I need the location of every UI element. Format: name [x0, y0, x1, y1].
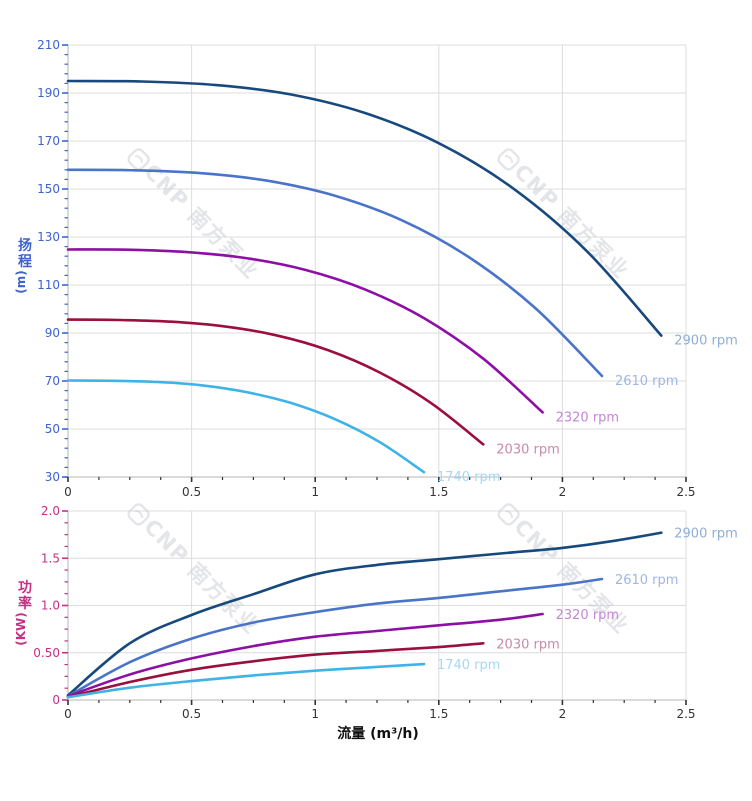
x-tick-label: 0 [64, 707, 72, 721]
curve-2900rpm [66, 531, 663, 697]
y-axis-unit-power: (KW) [14, 612, 28, 646]
curve-1740rpm [66, 379, 426, 474]
curve-2320rpm [66, 612, 544, 698]
curve-2030rpm [66, 318, 485, 446]
y-tick-label: 50 [45, 422, 60, 436]
curve-label-2320rpm: 2320 rpm [556, 410, 619, 425]
y-tick-label: 1.5 [41, 551, 60, 565]
y-tick-label: 150 [37, 182, 60, 196]
curve-label-2610rpm: 2610 rpm [615, 374, 678, 389]
curve-2610rpm [66, 168, 604, 378]
curve-2030rpm [66, 642, 485, 699]
y-tick-label: 70 [45, 374, 60, 388]
x-axis-title-flow: 流量 (m³/h) [337, 725, 418, 742]
y-tick-label: 190 [37, 86, 60, 100]
x-tick-label: 0.5 [182, 707, 201, 721]
y-tick-label: 210 [37, 38, 60, 52]
curve-label-1740rpm: 1740 rpm [437, 470, 500, 485]
x-tick-label: 1 [311, 707, 319, 721]
cnp-logo-icon [497, 148, 520, 171]
watermark-cnp: CNP 南方泵业 [497, 148, 634, 284]
y-tick-label: 90 [45, 326, 60, 340]
x-tick-label: 1.5 [429, 485, 448, 499]
y-tick-label: 130 [37, 230, 60, 244]
curve-label-2610rpm: 2610 rpm [615, 573, 678, 588]
x-tick-label: 0 [64, 485, 72, 499]
y-tick-label: 0.50 [33, 646, 60, 660]
curve-label-2030rpm: 2030 rpm [496, 637, 559, 652]
y-axis-unit-head: (m) [14, 270, 28, 293]
cnp-logo-icon [127, 503, 150, 526]
x-tick-label: 0.5 [182, 485, 201, 499]
cnp-logo-swoosh [504, 509, 514, 519]
y-tick-label: 1.0 [41, 599, 60, 613]
y-axis-title-power: 率 [18, 595, 32, 612]
y-tick-label: 30 [45, 470, 60, 484]
curve-2900rpm [66, 79, 663, 337]
curve-2320rpm [66, 248, 544, 414]
x-tick-label: 2.5 [676, 485, 695, 499]
y-tick-label: 110 [37, 278, 60, 292]
cnp-logo-swoosh [504, 154, 514, 164]
x-tick-label: 2.5 [676, 707, 695, 721]
curve-1740rpm [66, 662, 426, 699]
y-tick-label: 170 [37, 134, 60, 148]
curve-label-2900rpm: 2900 rpm [674, 334, 737, 349]
curve-label-2320rpm: 2320 rpm [556, 608, 619, 623]
curve-label-1740rpm: 1740 rpm [437, 658, 500, 673]
y-axis-title-head: 扬 [18, 237, 32, 254]
y-tick-label: 2.0 [41, 504, 60, 518]
cnp-logo-swoosh [134, 154, 144, 164]
watermark-cnp: CNP 南方泵业 [127, 148, 264, 284]
cnp-logo-icon [497, 503, 520, 526]
x-tick-label: 1.5 [429, 707, 448, 721]
watermark-text: CNP 南方泵业 [509, 159, 633, 283]
cnp-logo-icon [127, 148, 150, 171]
watermark-cnp: CNP 南方泵业 [127, 503, 264, 639]
head-chart: CNP 南方泵业 CNP 南方泵业 30 50 70 90 110 130 150 170 190 2… [14, 38, 738, 499]
curve-2610rpm [66, 577, 604, 698]
y-tick-label: 0 [52, 693, 60, 707]
y-axis-title-power: 功 [18, 580, 32, 596]
cnp-logo-swoosh [134, 509, 144, 519]
x-tick-label: 1 [311, 485, 319, 499]
curve-label-2030rpm: 2030 rpm [496, 442, 559, 457]
x-tick-label: 2 [559, 707, 567, 721]
x-tick-label: 2 [559, 485, 567, 499]
watermark-text: CNP 南方泵业 [139, 514, 263, 638]
y-axis-title-head: 程 [18, 254, 32, 270]
curve-label-2900rpm: 2900 rpm [674, 527, 737, 542]
